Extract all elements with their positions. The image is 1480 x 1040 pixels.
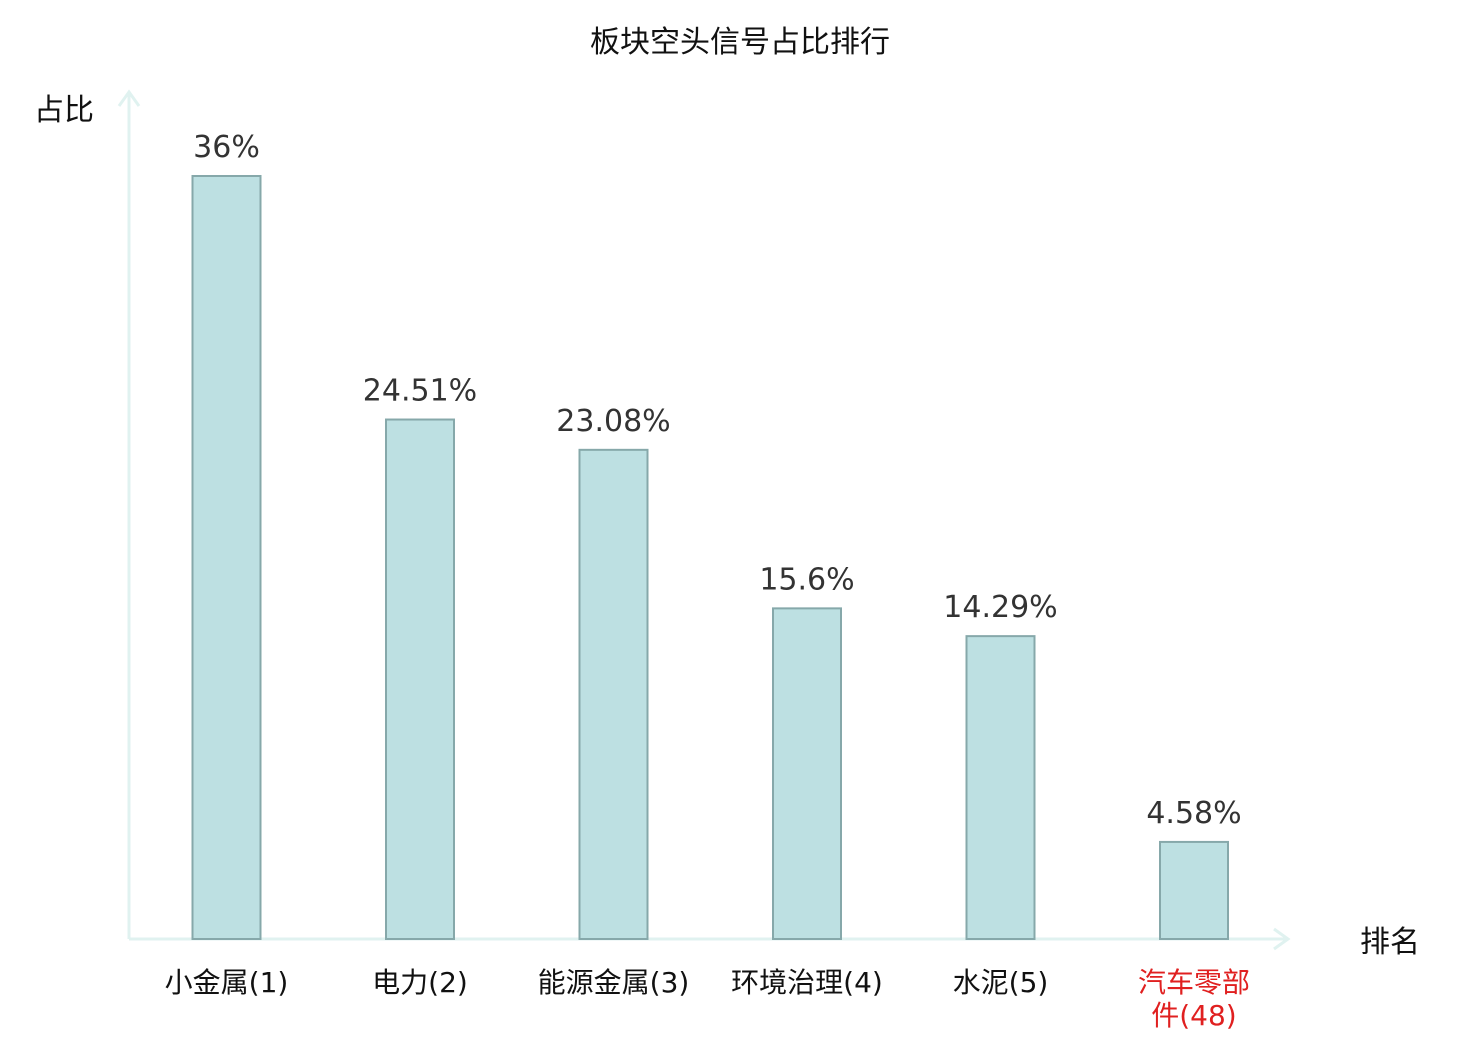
category-label: 电力(2): [372, 966, 468, 999]
bar: [191, 175, 262, 940]
category-label: 环境治理(4): [731, 966, 883, 999]
x-axis-label: 排名: [1360, 925, 1420, 960]
value-labels-group: 36% 24.51% 23.08% 15.6% 14.29% 4.58%: [193, 130, 1242, 831]
bar: [578, 448, 649, 940]
category-label: 件(48): [1151, 999, 1236, 1032]
value-label: 14.29%: [943, 590, 1057, 625]
category-label: 汽车零部: [1138, 966, 1250, 999]
value-label: 36%: [193, 130, 260, 165]
bar: [1159, 840, 1229, 940]
bar: [385, 418, 455, 940]
bars-group: [191, 175, 1229, 941]
y-axis-arrow: [117, 89, 141, 107]
x-axis-arrow: [1273, 927, 1291, 951]
bar: [772, 607, 842, 940]
y-axis-label: 占比: [34, 93, 94, 128]
value-label: 23.08%: [556, 404, 670, 439]
chart-title: 板块空头信号占比排行: [590, 25, 890, 60]
category-label: 水泥(5): [953, 966, 1049, 999]
category-label: 小金属(1): [165, 966, 289, 999]
value-label: 4.58%: [1146, 796, 1241, 831]
value-label: 24.51%: [363, 374, 477, 409]
value-label: 15.6%: [759, 562, 854, 597]
category-label: 能源金属(3): [538, 966, 690, 999]
axes: [117, 89, 1291, 951]
bar: [965, 635, 1036, 941]
